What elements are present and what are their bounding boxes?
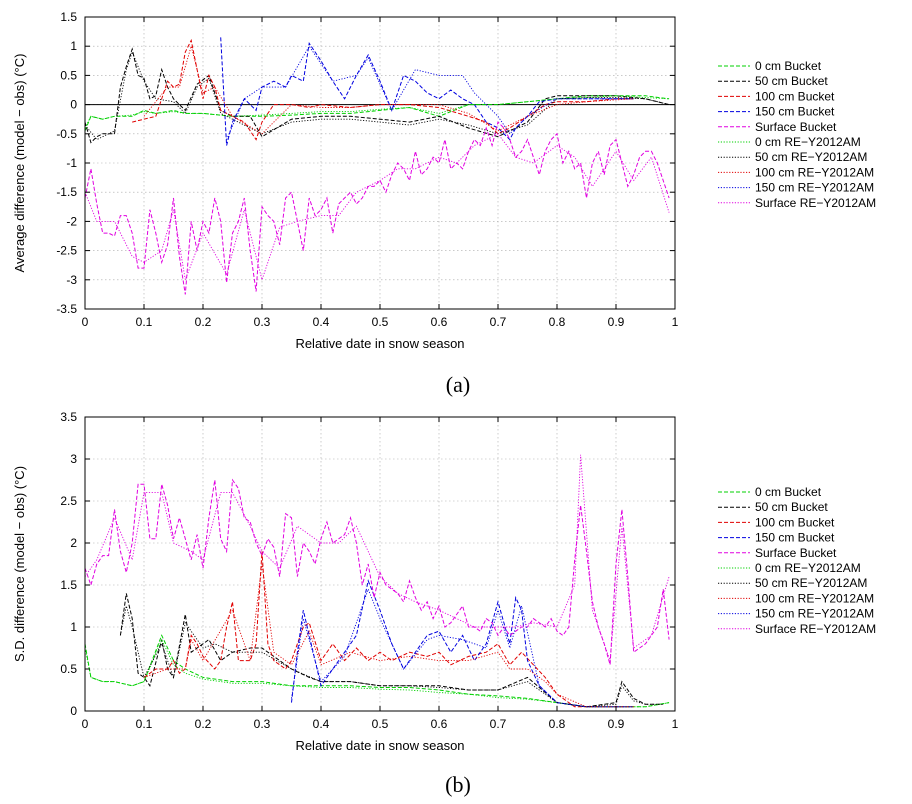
series-line-b-4: [84, 478, 670, 665]
x-tick-label-a-3: 0.3: [254, 315, 271, 329]
x-tick-label-b-4: 0.4: [313, 717, 330, 731]
series-line-b-9: [84, 454, 670, 661]
y-tick-label-a-2: -2.5: [56, 244, 77, 258]
legend-entry-a-9: Surface RE−Y2012AM: [755, 196, 876, 210]
y-tick-label-a-7: 0: [70, 98, 77, 112]
x-axis-label-b: Relative date in snow season: [295, 738, 464, 753]
series-line-a-2: [132, 38, 634, 141]
x-tick-label-b-2: 0.2: [195, 717, 212, 731]
x-tick-label-b-7: 0.7: [490, 717, 507, 731]
series-line-b-6: [119, 605, 664, 708]
x-tick-label-a-10: 1: [672, 315, 679, 329]
x-tick-label-a-1: 0.1: [136, 315, 153, 329]
legend-entry-a-6: 50 cm RE−Y2012AM: [755, 150, 867, 164]
chart-panel-b: 0 0.1 0.2 0.3 0.4 0.5 0.6 0.7 0.8 0.9 1 0 0.5 1 1.5 2 2.…: [12, 410, 876, 797]
legend-entry-b-1: 50 cm Bucket: [755, 500, 828, 514]
x-axis-label-a: Relative date in snow season: [295, 336, 464, 351]
y-tick-label-b-7: 3.5: [60, 410, 77, 424]
legend-entry-b-9: Surface RE−Y2012AM: [755, 622, 876, 636]
series-line-a-9: [84, 133, 670, 282]
legend-entry-b-6: 50 cm RE−Y2012AM: [755, 576, 867, 590]
series-line-a-3: [220, 37, 634, 146]
y-tick-label-b-4: 2: [70, 536, 77, 550]
x-tick-label-a-0: 0: [82, 315, 89, 329]
y-tick-label-b-3: 1.5: [60, 578, 77, 592]
y-tick-label-a-6: -0.5: [56, 127, 77, 141]
legend-entry-a-7: 100 cm RE−Y2012AM: [755, 165, 874, 179]
legend-entry-a-2: 100 cm Bucket: [755, 89, 835, 103]
x-tick-label-a-9: 0.9: [608, 315, 625, 329]
series-line-b-0: [84, 634, 670, 708]
y-tick-label-a-10: 1.5: [60, 10, 77, 24]
y-tick-label-b-6: 3: [70, 452, 77, 466]
x-tick-label-a-4: 0.4: [313, 315, 330, 329]
series-line-b-3: [291, 579, 634, 708]
panel-caption-b: (b): [445, 772, 471, 797]
y-axis-label-a: Average difference (model − obs) (°C): [12, 54, 27, 273]
y-tick-label-b-1: 0.5: [60, 662, 77, 676]
series-line-a-8: [226, 45, 634, 140]
series-line-a-4: [84, 121, 670, 295]
legend-entry-b-4: Surface Bucket: [755, 546, 837, 560]
y-tick-label-a-9: 1: [70, 39, 77, 53]
x-tick-label-b-6: 0.6: [431, 717, 448, 731]
legend-entry-b-5: 0 cm RE−Y2012AM: [755, 561, 861, 575]
legend-entry-a-5: 0 cm RE−Y2012AM: [755, 135, 861, 149]
panel-caption-a: (a): [446, 372, 470, 397]
x-tick-label-b-5: 0.5: [372, 717, 389, 731]
legend-entry-a-3: 150 cm Bucket: [755, 105, 835, 119]
series-line-b-8: [291, 587, 634, 708]
legend-entry-b-7: 100 cm RE−Y2012AM: [755, 591, 874, 605]
y-tick-label-a-3: -2: [66, 214, 77, 228]
series-line-a-5: [84, 95, 670, 129]
y-tick-label-b-0: 0: [70, 704, 77, 718]
series-line-a-0: [84, 95, 670, 132]
series-line-b-2: [143, 551, 634, 708]
x-tick-label-a-6: 0.6: [431, 315, 448, 329]
legend-entry-a-0: 0 cm Bucket: [755, 59, 822, 73]
x-tick-label-b-1: 0.1: [136, 717, 153, 731]
x-tick-label-b-8: 0.8: [549, 717, 566, 731]
y-axis-label-b: S.D. difference (model − obs) (°C): [12, 466, 27, 662]
x-tick-label-b-10: 1: [672, 717, 679, 731]
legend-entry-a-1: 50 cm Bucket: [755, 74, 828, 88]
y-tick-label-b-2: 1: [70, 620, 77, 634]
x-tick-label-b-0: 0: [82, 717, 89, 731]
series-line-a-1: [84, 47, 670, 144]
x-tick-label-a-8: 0.8: [549, 315, 566, 329]
legend-entry-a-4: Surface Bucket: [755, 120, 837, 134]
y-tick-label-a-0: -3.5: [56, 302, 77, 316]
series-line-b-5: [84, 638, 670, 708]
legend-entry-b-0: 0 cm Bucket: [755, 485, 822, 499]
series-line-a-6: [84, 50, 670, 141]
chart-panel-a: 0 0.1 0.2 0.3 0.4 0.5 0.6 0.7 0.8 0.9 1 -3.5 -3 -2.5 -…: [12, 10, 876, 397]
y-tick-label-a-4: -1.5: [56, 185, 77, 199]
x-tick-label-a-2: 0.2: [195, 315, 212, 329]
y-tick-label-b-5: 2.5: [60, 494, 77, 508]
legend-entry-b-8: 150 cm RE−Y2012AM: [755, 607, 874, 621]
x-tick-label-a-5: 0.5: [372, 315, 389, 329]
x-tick-label-b-3: 0.3: [254, 717, 271, 731]
x-tick-label-a-7: 0.7: [490, 315, 507, 329]
legend-entry-a-8: 150 cm RE−Y2012AM: [755, 181, 874, 195]
y-tick-label-a-5: -1: [66, 156, 77, 170]
y-tick-label-a-8: 0.5: [60, 68, 77, 82]
legend-entry-b-3: 150 cm Bucket: [755, 531, 835, 545]
y-tick-label-a-1: -3: [66, 273, 77, 287]
legend-entry-b-2: 100 cm Bucket: [755, 515, 835, 529]
x-tick-label-b-9: 0.9: [608, 717, 625, 731]
series-line-a-7: [143, 44, 634, 135]
